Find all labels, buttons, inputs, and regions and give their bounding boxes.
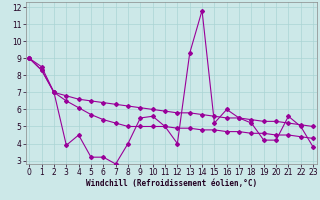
X-axis label: Windchill (Refroidissement éolien,°C): Windchill (Refroidissement éolien,°C) bbox=[86, 179, 257, 188]
